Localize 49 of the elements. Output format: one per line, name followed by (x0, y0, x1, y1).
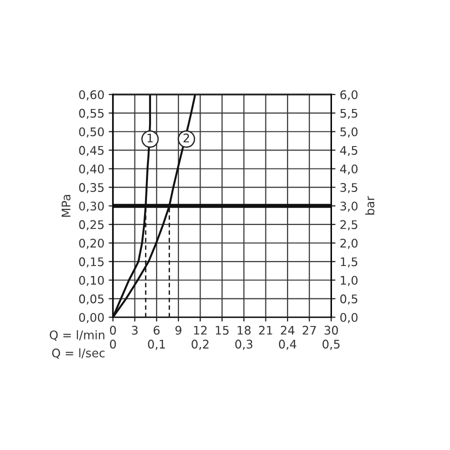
x-tick-label: 18 (238, 326, 251, 335)
y2-tick-label: 4,0 (340, 164, 358, 175)
x-axis-title: Q = l/min (50, 330, 104, 341)
y2-tick-label: 2,5 (340, 220, 358, 230)
x-tick-label: 27 (302, 326, 316, 335)
y-tick-label: 0,35 (79, 183, 104, 194)
x2-tick-label: 0,2 (192, 340, 208, 350)
y-tick-label: 0,55 (79, 108, 104, 119)
y-tick-label: 0,15 (79, 257, 104, 268)
x-tick-label: 24 (280, 326, 294, 335)
x-tick-label: 6 (154, 326, 160, 335)
y2-tick-label: 0,5 (340, 294, 358, 305)
x2-tick-label: 0,5 (322, 340, 340, 350)
y2-tick-label: 0,0 (340, 312, 358, 324)
annotation: 2 (184, 134, 189, 142)
y-tick-label: 0,60 (79, 90, 104, 100)
x2-axis-title: Q = l/sec (52, 348, 105, 359)
annotation: 1 (148, 134, 153, 142)
x-tick-label: 9 (175, 326, 182, 335)
x-tick-label: 0 (110, 326, 116, 335)
x2-tick-label: 0,3 (235, 340, 252, 350)
x2-tick-label: 0,1 (148, 340, 165, 350)
x-tick-label: 21 (259, 326, 272, 335)
x-tick-label: 15 (216, 326, 229, 335)
y2-tick-label: 2,0 (340, 238, 358, 249)
y-tick-label: 0,30 (79, 202, 104, 212)
y-axis-title: MPa (62, 194, 70, 217)
y-tick-label: 0,50 (79, 127, 104, 138)
y2-tick-label: 6,0 (340, 90, 358, 100)
y-tick-label: 0,20 (79, 238, 104, 249)
y-tick-label: 0,00 (79, 312, 104, 324)
y2-tick-label: 4,5 (340, 146, 358, 156)
y2-tick-label: 5,0 (340, 127, 358, 138)
y-tick-label: 0,40 (79, 164, 104, 175)
y2-tick-label: 3,5 (340, 183, 358, 194)
y2-tick-label: 5,5 (340, 108, 358, 119)
x-tick-label: 30 (324, 326, 338, 335)
y2-tick-label: 3,0 (340, 202, 358, 212)
y2-tick-label: 1,5 (340, 257, 358, 268)
y-tick-label: 0,25 (79, 220, 104, 230)
x-tick-label: 12 (194, 326, 207, 335)
y-tick-label: 0,45 (79, 146, 104, 156)
x2-tick-label: 0 (110, 340, 116, 349)
y-tick-label: 0,05 (79, 294, 104, 305)
y-tick-label: 0,10 (79, 276, 104, 286)
x-tick-label: 3 (132, 326, 138, 335)
y2-axis-title: bar (365, 196, 374, 215)
x2-tick-label: 0,4 (278, 340, 296, 350)
y2-tick-label: 1,0 (340, 276, 358, 286)
